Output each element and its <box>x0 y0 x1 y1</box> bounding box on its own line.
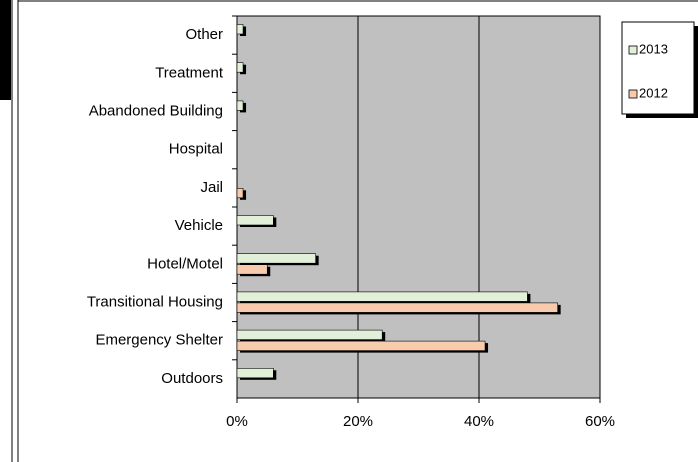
bar <box>236 188 244 199</box>
y-tick-label: Transitional Housing <box>87 293 223 310</box>
bar <box>236 62 244 73</box>
y-tick-label: Abandoned Building <box>89 102 223 119</box>
bar <box>236 24 244 35</box>
x-tick-label: 40% <box>464 413 494 430</box>
bar <box>236 367 274 379</box>
y-tick-label: Hotel/Motel <box>147 255 223 272</box>
y-tick-label: Hospital <box>169 141 223 158</box>
frame-block <box>0 0 11 100</box>
bar <box>236 100 244 111</box>
legend-label: 2012 <box>639 85 668 100</box>
x-tick-label: 0% <box>226 413 248 430</box>
y-tick-label: Emergency Shelter <box>95 332 223 349</box>
bar <box>236 329 383 340</box>
y-tick-label: Other <box>185 26 223 43</box>
legend-swatch <box>628 45 638 55</box>
legend-swatch <box>628 89 638 99</box>
y-tick-label: Jail <box>200 179 223 196</box>
bar <box>236 302 558 313</box>
bar <box>236 291 528 302</box>
y-tick-label: Vehicle <box>175 217 223 234</box>
x-tick-label: 60% <box>585 413 615 430</box>
bar <box>236 264 268 275</box>
bar <box>236 340 486 351</box>
legend-label: 2013 <box>639 41 668 56</box>
legend-box <box>621 21 695 115</box>
y-tick-label: Outdoors <box>161 370 223 387</box>
x-tick-label: 20% <box>343 413 373 430</box>
legend <box>621 21 698 118</box>
y-tick-label: Treatment <box>155 64 224 81</box>
bar <box>236 215 274 226</box>
bar <box>236 253 316 264</box>
